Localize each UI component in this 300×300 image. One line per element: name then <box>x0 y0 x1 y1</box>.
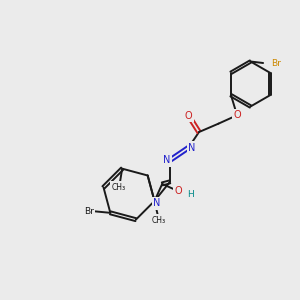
Text: N: N <box>188 143 196 153</box>
Text: O: O <box>233 110 241 120</box>
Text: O: O <box>185 111 192 121</box>
Text: N: N <box>163 155 170 165</box>
Text: O: O <box>233 110 241 120</box>
Text: N: N <box>153 198 161 208</box>
Text: Br: Br <box>272 58 281 68</box>
Text: H: H <box>187 190 194 200</box>
Text: CH₃: CH₃ <box>152 216 166 225</box>
Text: CH₃: CH₃ <box>112 183 126 192</box>
Text: Br: Br <box>84 207 94 216</box>
Text: O: O <box>175 186 182 197</box>
